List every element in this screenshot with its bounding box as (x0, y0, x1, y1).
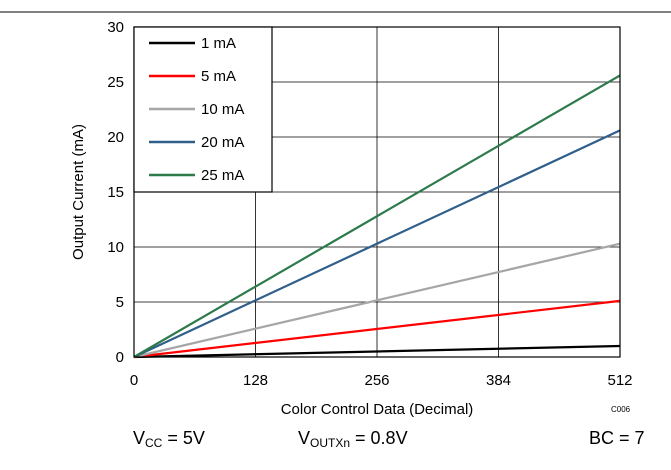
x-tick-label: 256 (364, 372, 389, 389)
y-axis-label: Output Current (mA) (70, 124, 87, 260)
x-ticks: 0 128 256 384 512 (130, 372, 633, 389)
vcc-subscript: CC (145, 436, 163, 450)
y-ticks: 0 5 10 15 20 25 30 (107, 19, 124, 366)
y-tick-label: 0 (116, 349, 124, 366)
legend: 1 mA 5 mA 10 mA 20 mA 25 mA (133, 26, 273, 193)
y-tick-label: 20 (107, 129, 124, 146)
x-axis-label: Color Control Data (Decimal) (281, 401, 474, 418)
y-tick-label: 10 (107, 239, 124, 256)
series-line (133, 74, 621, 358)
series-line (133, 299, 621, 359)
bc-condition: BC = 7 (589, 428, 645, 449)
series-line (133, 242, 621, 359)
voutxn-subscript: OUTXn (310, 436, 351, 450)
y-tick-label: 30 (107, 19, 124, 36)
voutxn-condition: VOUTXn = 0.8V (298, 428, 408, 450)
series-lines (133, 74, 621, 359)
legend-label: 25 mA (201, 167, 244, 184)
chart-code-label: C006 (611, 405, 631, 414)
voutxn-value: = 0.8V (350, 428, 408, 448)
legend-label: 20 mA (201, 134, 244, 151)
vcc-condition: VCC = 5V (133, 428, 205, 450)
x-tick-label: 0 (130, 372, 138, 389)
x-tick-label: 384 (486, 372, 511, 389)
series-line (133, 129, 621, 358)
bc-value: BC = 7 (589, 428, 645, 448)
x-tick-label: 512 (607, 372, 632, 389)
vcc-symbol: V (133, 428, 146, 448)
legend-label: 10 mA (201, 101, 244, 118)
legend-label: 1 mA (201, 35, 236, 52)
series-line (133, 344, 621, 359)
x-tick-label: 128 (243, 372, 268, 389)
y-tick-label: 25 (107, 74, 124, 91)
vcc-value: = 5V (162, 428, 205, 448)
voutxn-symbol: V (298, 428, 311, 448)
y-tick-label: 5 (116, 294, 124, 311)
y-tick-label: 15 (107, 184, 124, 201)
legend-label: 5 mA (201, 68, 236, 85)
